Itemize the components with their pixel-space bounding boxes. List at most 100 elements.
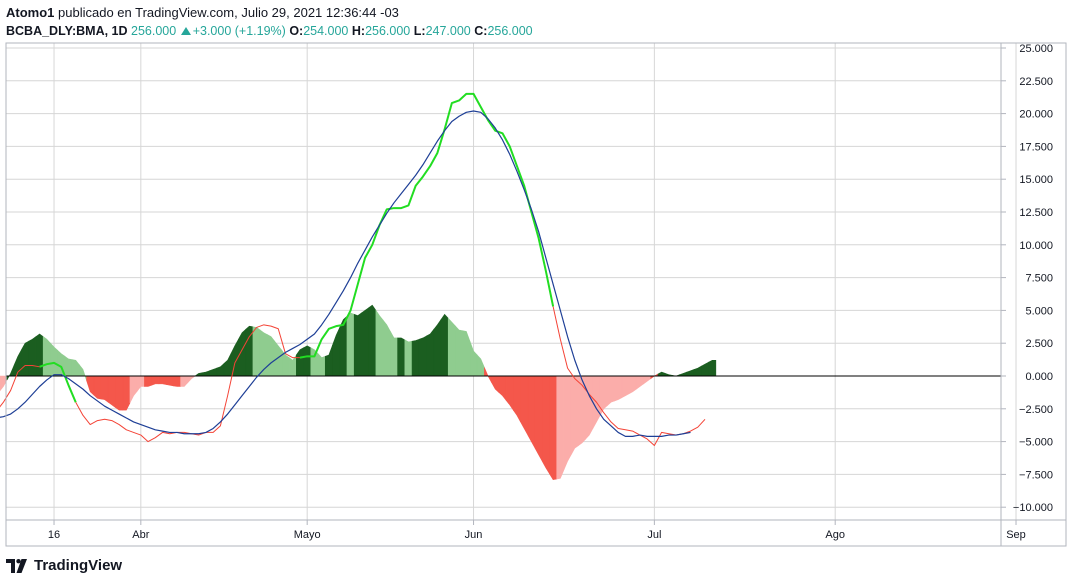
histogram-bar <box>216 362 225 377</box>
histogram-bar <box>115 375 124 411</box>
grid <box>6 43 1017 520</box>
histogram-bar <box>267 334 275 377</box>
histogram-bar <box>368 304 377 377</box>
histogram-bar <box>165 375 174 387</box>
histogram-bar <box>35 333 44 377</box>
macd-line-segment <box>75 324 300 443</box>
price-axis[interactable]: 25.000 22.500 20.000 17.500 15.000 12.500 10.0… <box>1001 43 1053 514</box>
histogram-bar <box>462 330 471 377</box>
author-name[interactable]: Atomo1 <box>6 5 55 20</box>
histogram-bar <box>527 375 536 449</box>
low-label: L: <box>413 24 426 38</box>
tradingview-logo-icon[interactable] <box>6 558 28 573</box>
histogram-bar <box>440 313 449 377</box>
histogram-bar <box>404 339 413 377</box>
histogram-bar <box>390 331 398 377</box>
chart-header: Atomo1 publicado en TradingView.com, Jul… <box>6 4 1066 40</box>
histogram-bar <box>86 375 95 396</box>
histogram-bar <box>534 375 543 462</box>
y-tick-label: 7.500 <box>1025 273 1053 285</box>
open-label: O: <box>289 24 304 38</box>
histogram-bar <box>252 326 261 377</box>
histogram-bar <box>447 317 456 377</box>
histogram-bar <box>585 375 594 440</box>
low-value: 247.000 <box>425 24 471 38</box>
histogram-bar <box>129 375 138 404</box>
histogram-bar <box>28 336 37 377</box>
x-tick-label: Abr <box>132 529 149 541</box>
histogram-bar <box>317 352 326 377</box>
histogram-bar <box>484 367 492 383</box>
histogram-bar <box>397 337 406 377</box>
time-axis[interactable]: 16 Abr Mayo Jun Jul Ago Sep <box>48 520 1026 541</box>
histogram-bar <box>498 375 507 402</box>
footer: TradingView <box>6 557 122 574</box>
histogram-bar <box>679 371 688 377</box>
histogram-bar <box>418 335 427 377</box>
histogram-bar <box>158 375 167 385</box>
y-tick-label: 12.500 <box>1019 207 1053 219</box>
up-arrow-icon <box>180 27 191 35</box>
histogram-bar <box>693 365 702 377</box>
x-tick-label: Jul <box>647 529 661 541</box>
histogram-bar <box>71 359 80 377</box>
histogram-bar <box>505 375 514 412</box>
histogram-bar <box>556 375 565 480</box>
high-label: H: <box>351 24 366 38</box>
histogram-bar <box>382 319 391 377</box>
y-tick-label: 17.500 <box>1019 141 1053 153</box>
histogram-bar <box>708 359 717 377</box>
histogram-bar <box>621 375 630 399</box>
high-value: 256.000 <box>365 24 411 38</box>
y-tick-label: −2.500 <box>1019 404 1053 416</box>
histogram-bar <box>433 318 442 377</box>
histogram-bar <box>42 336 51 377</box>
y-tick-label: 15.000 <box>1019 174 1053 186</box>
histogram-bar <box>607 375 615 407</box>
macd-line-segment <box>299 92 555 359</box>
y-tick-label: 20.000 <box>1019 109 1053 121</box>
histogram-bar <box>274 340 283 377</box>
histogram-bar <box>288 354 297 377</box>
histogram-bar <box>332 327 341 377</box>
histogram-bar <box>303 345 312 377</box>
x-tick-label: Mayo <box>294 529 321 541</box>
y-tick-label: 10.000 <box>1019 240 1053 252</box>
x-tick-label: Jun <box>465 529 483 541</box>
x-tick-label: Sep <box>1006 529 1026 541</box>
x-tick-label: 16 <box>48 529 60 541</box>
histogram-bar <box>563 375 572 470</box>
histogram-bar <box>93 375 102 400</box>
histogram-bar <box>223 352 232 377</box>
y-tick-label: 2.500 <box>1025 338 1053 350</box>
histogram-bar <box>173 375 181 387</box>
histogram-bar <box>6 364 15 381</box>
histogram-bar <box>455 325 463 377</box>
histogram-bar <box>238 328 247 377</box>
histogram-bar <box>426 328 435 377</box>
tradingview-brand[interactable]: TradingView <box>34 557 123 574</box>
histogram-bar <box>180 375 189 387</box>
indicator-lines <box>0 43 1066 546</box>
y-tick-label: −5.000 <box>1019 437 1053 449</box>
histogram-bar <box>520 375 529 436</box>
macd-line-segment <box>39 361 77 403</box>
histogram-bar <box>353 312 362 377</box>
histogram-bar <box>614 375 623 402</box>
histogram-bar <box>209 367 218 377</box>
x-tick-label: Ago <box>825 529 845 541</box>
histogram-bar <box>635 375 644 390</box>
histogram-bar <box>549 375 558 480</box>
close-label: C: <box>474 24 488 38</box>
histogram-bar <box>187 375 196 384</box>
histogram-bar <box>411 338 420 377</box>
histogram-bar <box>151 375 160 386</box>
histogram-bar <box>541 375 550 475</box>
histogram-bar <box>686 369 695 377</box>
ohlc-legend: BCBA_DLY:BMA, 1D 256.000 +3.000 (+1.19%)… <box>6 22 1066 40</box>
histogram-bar <box>21 340 30 377</box>
histogram-bar <box>375 309 384 377</box>
symbol-label[interactable]: BCBA_DLY:BMA, 1D <box>6 24 128 38</box>
histogram-bar <box>64 355 73 377</box>
